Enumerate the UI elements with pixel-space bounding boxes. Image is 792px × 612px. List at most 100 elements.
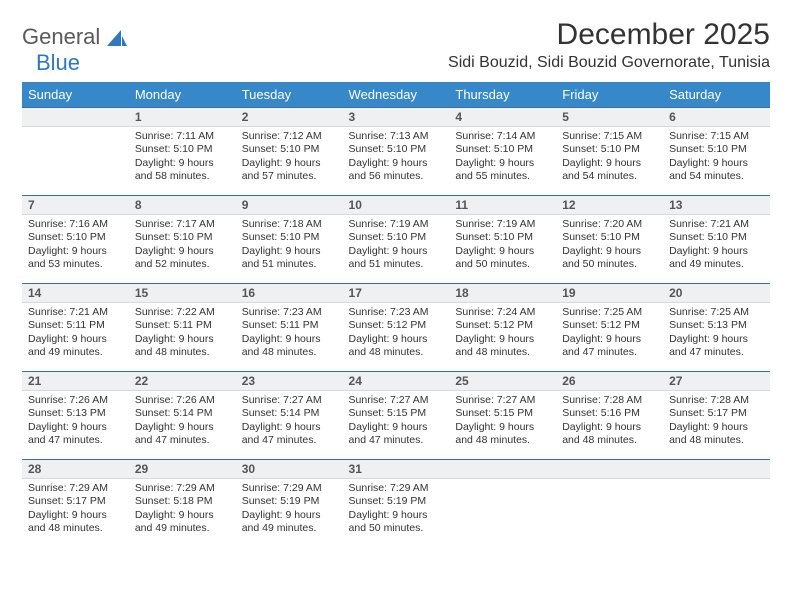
sunrise-text: Sunrise: 7:21 AM: [669, 218, 764, 231]
calendar-cell: 6Sunrise: 7:15 AMSunset: 5:10 PMDaylight…: [663, 107, 770, 195]
day-details: Sunrise: 7:29 AMSunset: 5:18 PMDaylight:…: [129, 479, 236, 542]
day-details: Sunrise: 7:22 AMSunset: 5:11 PMDaylight:…: [129, 303, 236, 366]
daylight-text: Daylight: 9 hours and 50 minutes.: [455, 245, 550, 272]
calendar-cell: 15Sunrise: 7:22 AMSunset: 5:11 PMDayligh…: [129, 283, 236, 371]
logo-sail-icon: [107, 30, 127, 46]
sunrise-text: Sunrise: 7:24 AM: [455, 306, 550, 319]
calendar-cell: 22Sunrise: 7:26 AMSunset: 5:14 PMDayligh…: [129, 371, 236, 459]
day-number: 4: [449, 107, 556, 127]
day-details: Sunrise: 7:19 AMSunset: 5:10 PMDaylight:…: [449, 215, 556, 278]
daylight-text: Daylight: 9 hours and 47 minutes.: [669, 333, 764, 360]
day-details: Sunrise: 7:16 AMSunset: 5:10 PMDaylight:…: [22, 215, 129, 278]
sunrise-text: Sunrise: 7:27 AM: [349, 394, 444, 407]
day-number: 18: [449, 283, 556, 303]
sunset-text: Sunset: 5:10 PM: [242, 231, 337, 244]
sunset-text: Sunset: 5:11 PM: [242, 319, 337, 332]
day-number: 8: [129, 195, 236, 215]
daylight-text: Daylight: 9 hours and 48 minutes.: [349, 333, 444, 360]
daylight-text: Daylight: 9 hours and 52 minutes.: [135, 245, 230, 272]
daylight-text: Daylight: 9 hours and 49 minutes.: [669, 245, 764, 272]
empty-day-head: [556, 459, 663, 479]
calendar-cell: 10Sunrise: 7:19 AMSunset: 5:10 PMDayligh…: [343, 195, 450, 283]
day-header: Wednesday: [343, 82, 450, 107]
page-title: December 2025: [448, 18, 770, 52]
calendar-cell: [449, 459, 556, 547]
calendar-cell: 27Sunrise: 7:28 AMSunset: 5:17 PMDayligh…: [663, 371, 770, 459]
day-details: Sunrise: 7:21 AMSunset: 5:10 PMDaylight:…: [663, 215, 770, 278]
daylight-text: Daylight: 9 hours and 48 minutes.: [135, 333, 230, 360]
sunset-text: Sunset: 5:15 PM: [455, 407, 550, 420]
day-number: 15: [129, 283, 236, 303]
sunset-text: Sunset: 5:10 PM: [455, 231, 550, 244]
calendar-cell: 28Sunrise: 7:29 AMSunset: 5:17 PMDayligh…: [22, 459, 129, 547]
day-details: Sunrise: 7:27 AMSunset: 5:15 PMDaylight:…: [449, 391, 556, 454]
day-details: Sunrise: 7:28 AMSunset: 5:16 PMDaylight:…: [556, 391, 663, 454]
day-number: 12: [556, 195, 663, 215]
day-details: Sunrise: 7:25 AMSunset: 5:12 PMDaylight:…: [556, 303, 663, 366]
day-header: Monday: [129, 82, 236, 107]
day-details: Sunrise: 7:17 AMSunset: 5:10 PMDaylight:…: [129, 215, 236, 278]
sunrise-text: Sunrise: 7:18 AM: [242, 218, 337, 231]
day-details: Sunrise: 7:29 AMSunset: 5:19 PMDaylight:…: [343, 479, 450, 542]
calendar-week-row: 1Sunrise: 7:11 AMSunset: 5:10 PMDaylight…: [22, 107, 770, 195]
daylight-text: Daylight: 9 hours and 49 minutes.: [242, 509, 337, 536]
day-details: Sunrise: 7:23 AMSunset: 5:12 PMDaylight:…: [343, 303, 450, 366]
sunset-text: Sunset: 5:10 PM: [562, 231, 657, 244]
daylight-text: Daylight: 9 hours and 50 minutes.: [349, 509, 444, 536]
sunrise-text: Sunrise: 7:17 AM: [135, 218, 230, 231]
day-details: Sunrise: 7:15 AMSunset: 5:10 PMDaylight:…: [663, 127, 770, 190]
calendar-table: Sunday Monday Tuesday Wednesday Thursday…: [22, 82, 770, 547]
sunrise-text: Sunrise: 7:25 AM: [669, 306, 764, 319]
sunset-text: Sunset: 5:10 PM: [669, 143, 764, 156]
sunset-text: Sunset: 5:16 PM: [562, 407, 657, 420]
sunset-text: Sunset: 5:12 PM: [562, 319, 657, 332]
calendar-cell: 1Sunrise: 7:11 AMSunset: 5:10 PMDaylight…: [129, 107, 236, 195]
calendar-cell: 14Sunrise: 7:21 AMSunset: 5:11 PMDayligh…: [22, 283, 129, 371]
daylight-text: Daylight: 9 hours and 51 minutes.: [242, 245, 337, 272]
calendar-cell: 23Sunrise: 7:27 AMSunset: 5:14 PMDayligh…: [236, 371, 343, 459]
sunset-text: Sunset: 5:18 PM: [135, 495, 230, 508]
empty-day-head: [449, 459, 556, 479]
daylight-text: Daylight: 9 hours and 50 minutes.: [562, 245, 657, 272]
sunrise-text: Sunrise: 7:29 AM: [28, 482, 123, 495]
calendar-cell: 19Sunrise: 7:25 AMSunset: 5:12 PMDayligh…: [556, 283, 663, 371]
sunset-text: Sunset: 5:12 PM: [349, 319, 444, 332]
day-number: 20: [663, 283, 770, 303]
sunrise-text: Sunrise: 7:20 AM: [562, 218, 657, 231]
sunrise-text: Sunrise: 7:26 AM: [135, 394, 230, 407]
day-number: 31: [343, 459, 450, 479]
day-number: 14: [22, 283, 129, 303]
daylight-text: Daylight: 9 hours and 47 minutes.: [349, 421, 444, 448]
day-details: Sunrise: 7:14 AMSunset: 5:10 PMDaylight:…: [449, 127, 556, 190]
calendar-cell: [663, 459, 770, 547]
day-details: Sunrise: 7:29 AMSunset: 5:19 PMDaylight:…: [236, 479, 343, 542]
sunset-text: Sunset: 5:10 PM: [28, 231, 123, 244]
sunset-text: Sunset: 5:10 PM: [135, 231, 230, 244]
daylight-text: Daylight: 9 hours and 49 minutes.: [135, 509, 230, 536]
sunset-text: Sunset: 5:19 PM: [242, 495, 337, 508]
sunrise-text: Sunrise: 7:13 AM: [349, 130, 444, 143]
daylight-text: Daylight: 9 hours and 47 minutes.: [135, 421, 230, 448]
sunset-text: Sunset: 5:11 PM: [135, 319, 230, 332]
sunrise-text: Sunrise: 7:14 AM: [455, 130, 550, 143]
calendar-cell: 12Sunrise: 7:20 AMSunset: 5:10 PMDayligh…: [556, 195, 663, 283]
day-number: 5: [556, 107, 663, 127]
day-number: 9: [236, 195, 343, 215]
sunrise-text: Sunrise: 7:29 AM: [135, 482, 230, 495]
day-number: 27: [663, 371, 770, 391]
calendar-cell: 9 Sunrise: 7:18 AMSunset: 5:10 PMDaylight…: [236, 195, 343, 283]
daylight-text: Daylight: 9 hours and 48 minutes.: [455, 333, 550, 360]
sunrise-text: Sunrise: 7:26 AM: [28, 394, 123, 407]
day-details: Sunrise: 7:20 AMSunset: 5:10 PMDaylight:…: [556, 215, 663, 278]
daylight-text: Daylight: 9 hours and 48 minutes.: [562, 421, 657, 448]
daylight-text: Daylight: 9 hours and 49 minutes.: [28, 333, 123, 360]
sunrise-text: Sunrise: 7:23 AM: [349, 306, 444, 319]
sunset-text: Sunset: 5:10 PM: [349, 143, 444, 156]
title-block: December 2025 Sidi Bouzid, Sidi Bouzid G…: [448, 18, 770, 80]
calendar-cell: 29Sunrise: 7:29 AMSunset: 5:18 PMDayligh…: [129, 459, 236, 547]
sunset-text: Sunset: 5:17 PM: [28, 495, 123, 508]
day-details: Sunrise: 7:12 AMSunset: 5:10 PMDaylight:…: [236, 127, 343, 190]
day-number: 28: [22, 459, 129, 479]
sunset-text: Sunset: 5:12 PM: [455, 319, 550, 332]
sunrise-text: Sunrise: 7:22 AM: [135, 306, 230, 319]
